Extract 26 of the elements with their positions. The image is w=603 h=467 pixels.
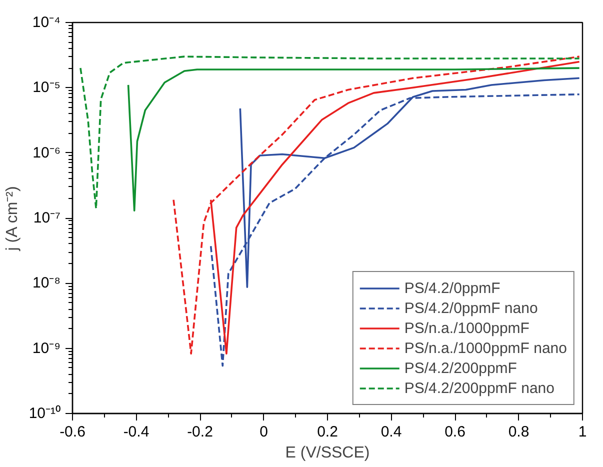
x-tick-label: -0.2 (187, 424, 213, 440)
legend-label: PS/4.2/200ppmF (404, 360, 517, 376)
line-series (80, 56, 580, 210)
x-tick-label: 0 (260, 424, 268, 440)
y-tick-label: 10⁻⁷ (33, 210, 61, 226)
y-tick-label: 10⁻⁵ (32, 79, 61, 96)
y-tick-label: 10⁻⁸ (32, 274, 61, 292)
y-tick-label: 10⁻⁴ (32, 14, 61, 31)
x-axis-title: E (V/SSCE) (285, 444, 370, 462)
y-tick-label: 10⁻⁹ (32, 340, 60, 357)
x-tick-label: 0.6 (444, 424, 466, 440)
legend-label: PS/n.a./1000ppmF (404, 320, 530, 336)
y-axis-title: j (A cm⁻²) (4, 186, 21, 252)
y-tick-label: 10⁻¹⁰ (28, 405, 61, 422)
legend-label: PS/4.2/0ppmF nano (404, 300, 538, 316)
x-tick-label: 0.2 (317, 424, 338, 440)
x-tick-label: 0.4 (380, 424, 402, 440)
x-tick-label: 0.8 (508, 424, 530, 440)
y-tick-label: 10⁻⁶ (32, 144, 60, 162)
line-series (127, 67, 580, 212)
legend-label: PS/4.2/200ppmF nano (404, 380, 554, 396)
x-tick-label: -0.6 (60, 424, 86, 440)
legend-label: PS/n.a./1000ppmF nano (404, 340, 567, 356)
x-tick-label: -0.4 (123, 424, 150, 440)
x-tick-label: 1 (578, 424, 587, 440)
legend-label: PS/4.2/0ppmF (404, 280, 500, 296)
